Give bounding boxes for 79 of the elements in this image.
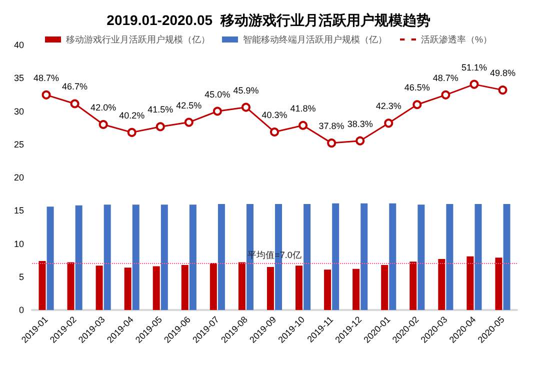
y-tick-label: 15: [14, 206, 24, 216]
bar: [189, 204, 196, 310]
bar: [389, 203, 396, 310]
y-tick-label: 5: [18, 272, 24, 282]
bar: [296, 266, 303, 310]
point: [298, 120, 308, 130]
data-label: 40.2%: [119, 110, 145, 120]
data-label: 41.8%: [290, 103, 316, 114]
point: [156, 122, 165, 132]
bar: [474, 204, 482, 310]
bar: [266, 266, 274, 310]
point: [270, 128, 279, 137]
data-label: 40.3%: [262, 110, 288, 120]
data-label: 46.5%: [404, 82, 430, 93]
point: [498, 86, 508, 95]
bar: [304, 204, 311, 310]
bar: [104, 204, 111, 310]
bar: [160, 204, 168, 310]
bar: [152, 266, 160, 310]
bar: [238, 262, 246, 310]
y-tick-label: 30: [14, 106, 24, 116]
bar: [46, 206, 54, 310]
point: [212, 106, 222, 116]
data-label: 48.7%: [432, 72, 458, 83]
point: [470, 80, 479, 89]
bar: [96, 266, 103, 310]
bar: [503, 204, 510, 310]
legend-label: 移动游戏行业月活跃用户规模（亿）: [66, 34, 210, 44]
bar: [124, 268, 132, 310]
y-tick-label: 35: [14, 73, 24, 84]
bar: [495, 258, 502, 310]
bar: [218, 204, 225, 310]
y-tick-label: 40: [14, 40, 24, 50]
data-label: 41.5%: [148, 104, 174, 115]
point: [327, 138, 336, 148]
bar: [418, 204, 425, 310]
bar: [38, 260, 46, 310]
bar: [446, 204, 454, 310]
y-tick-label: 20: [14, 172, 24, 182]
data-label: 42.5%: [176, 100, 202, 110]
bar: [67, 262, 74, 310]
point: [356, 136, 365, 146]
data-label: 37.8%: [318, 121, 344, 132]
bar: [181, 264, 188, 310]
point: [441, 90, 450, 100]
bar: [381, 264, 388, 310]
data-label: 45.9%: [233, 85, 259, 96]
data-label: 49.8%: [490, 68, 516, 78]
bar: [438, 258, 446, 310]
point: [412, 100, 422, 110]
data-label: 38.3%: [347, 118, 373, 129]
data-label: 45.0%: [204, 89, 230, 100]
bar: [210, 262, 217, 310]
data-label: 42.3%: [376, 101, 402, 112]
point: [241, 102, 250, 112]
bar: [352, 268, 360, 310]
bar: [360, 203, 368, 310]
bar: [75, 205, 82, 310]
bar: [466, 256, 474, 310]
data-label: 51.1%: [461, 62, 487, 72]
data-label: 48.7%: [34, 72, 60, 83]
data-label: 46.7%: [62, 82, 88, 92]
legend-label: 活跃渗透率（%）: [421, 34, 492, 44]
bar: [410, 262, 417, 310]
point: [127, 128, 136, 137]
bar: [324, 270, 332, 310]
chart-title: 2019.01-2020.05 移动游戏行业月活跃用户规模趋势: [106, 12, 430, 28]
y-tick-label: 0: [18, 305, 24, 315]
point: [70, 99, 80, 108]
legend-label: 智能移动终端月活跃用户规模（亿）: [243, 34, 387, 44]
point: [384, 118, 394, 128]
data-label: 42.0%: [90, 102, 116, 112]
point: [42, 90, 51, 100]
y-tick-label: 10: [14, 238, 24, 249]
bar: [132, 204, 140, 310]
y-tick-label: 25: [14, 139, 24, 150]
point: [98, 120, 108, 129]
point: [184, 118, 194, 127]
bar: [332, 203, 340, 310]
